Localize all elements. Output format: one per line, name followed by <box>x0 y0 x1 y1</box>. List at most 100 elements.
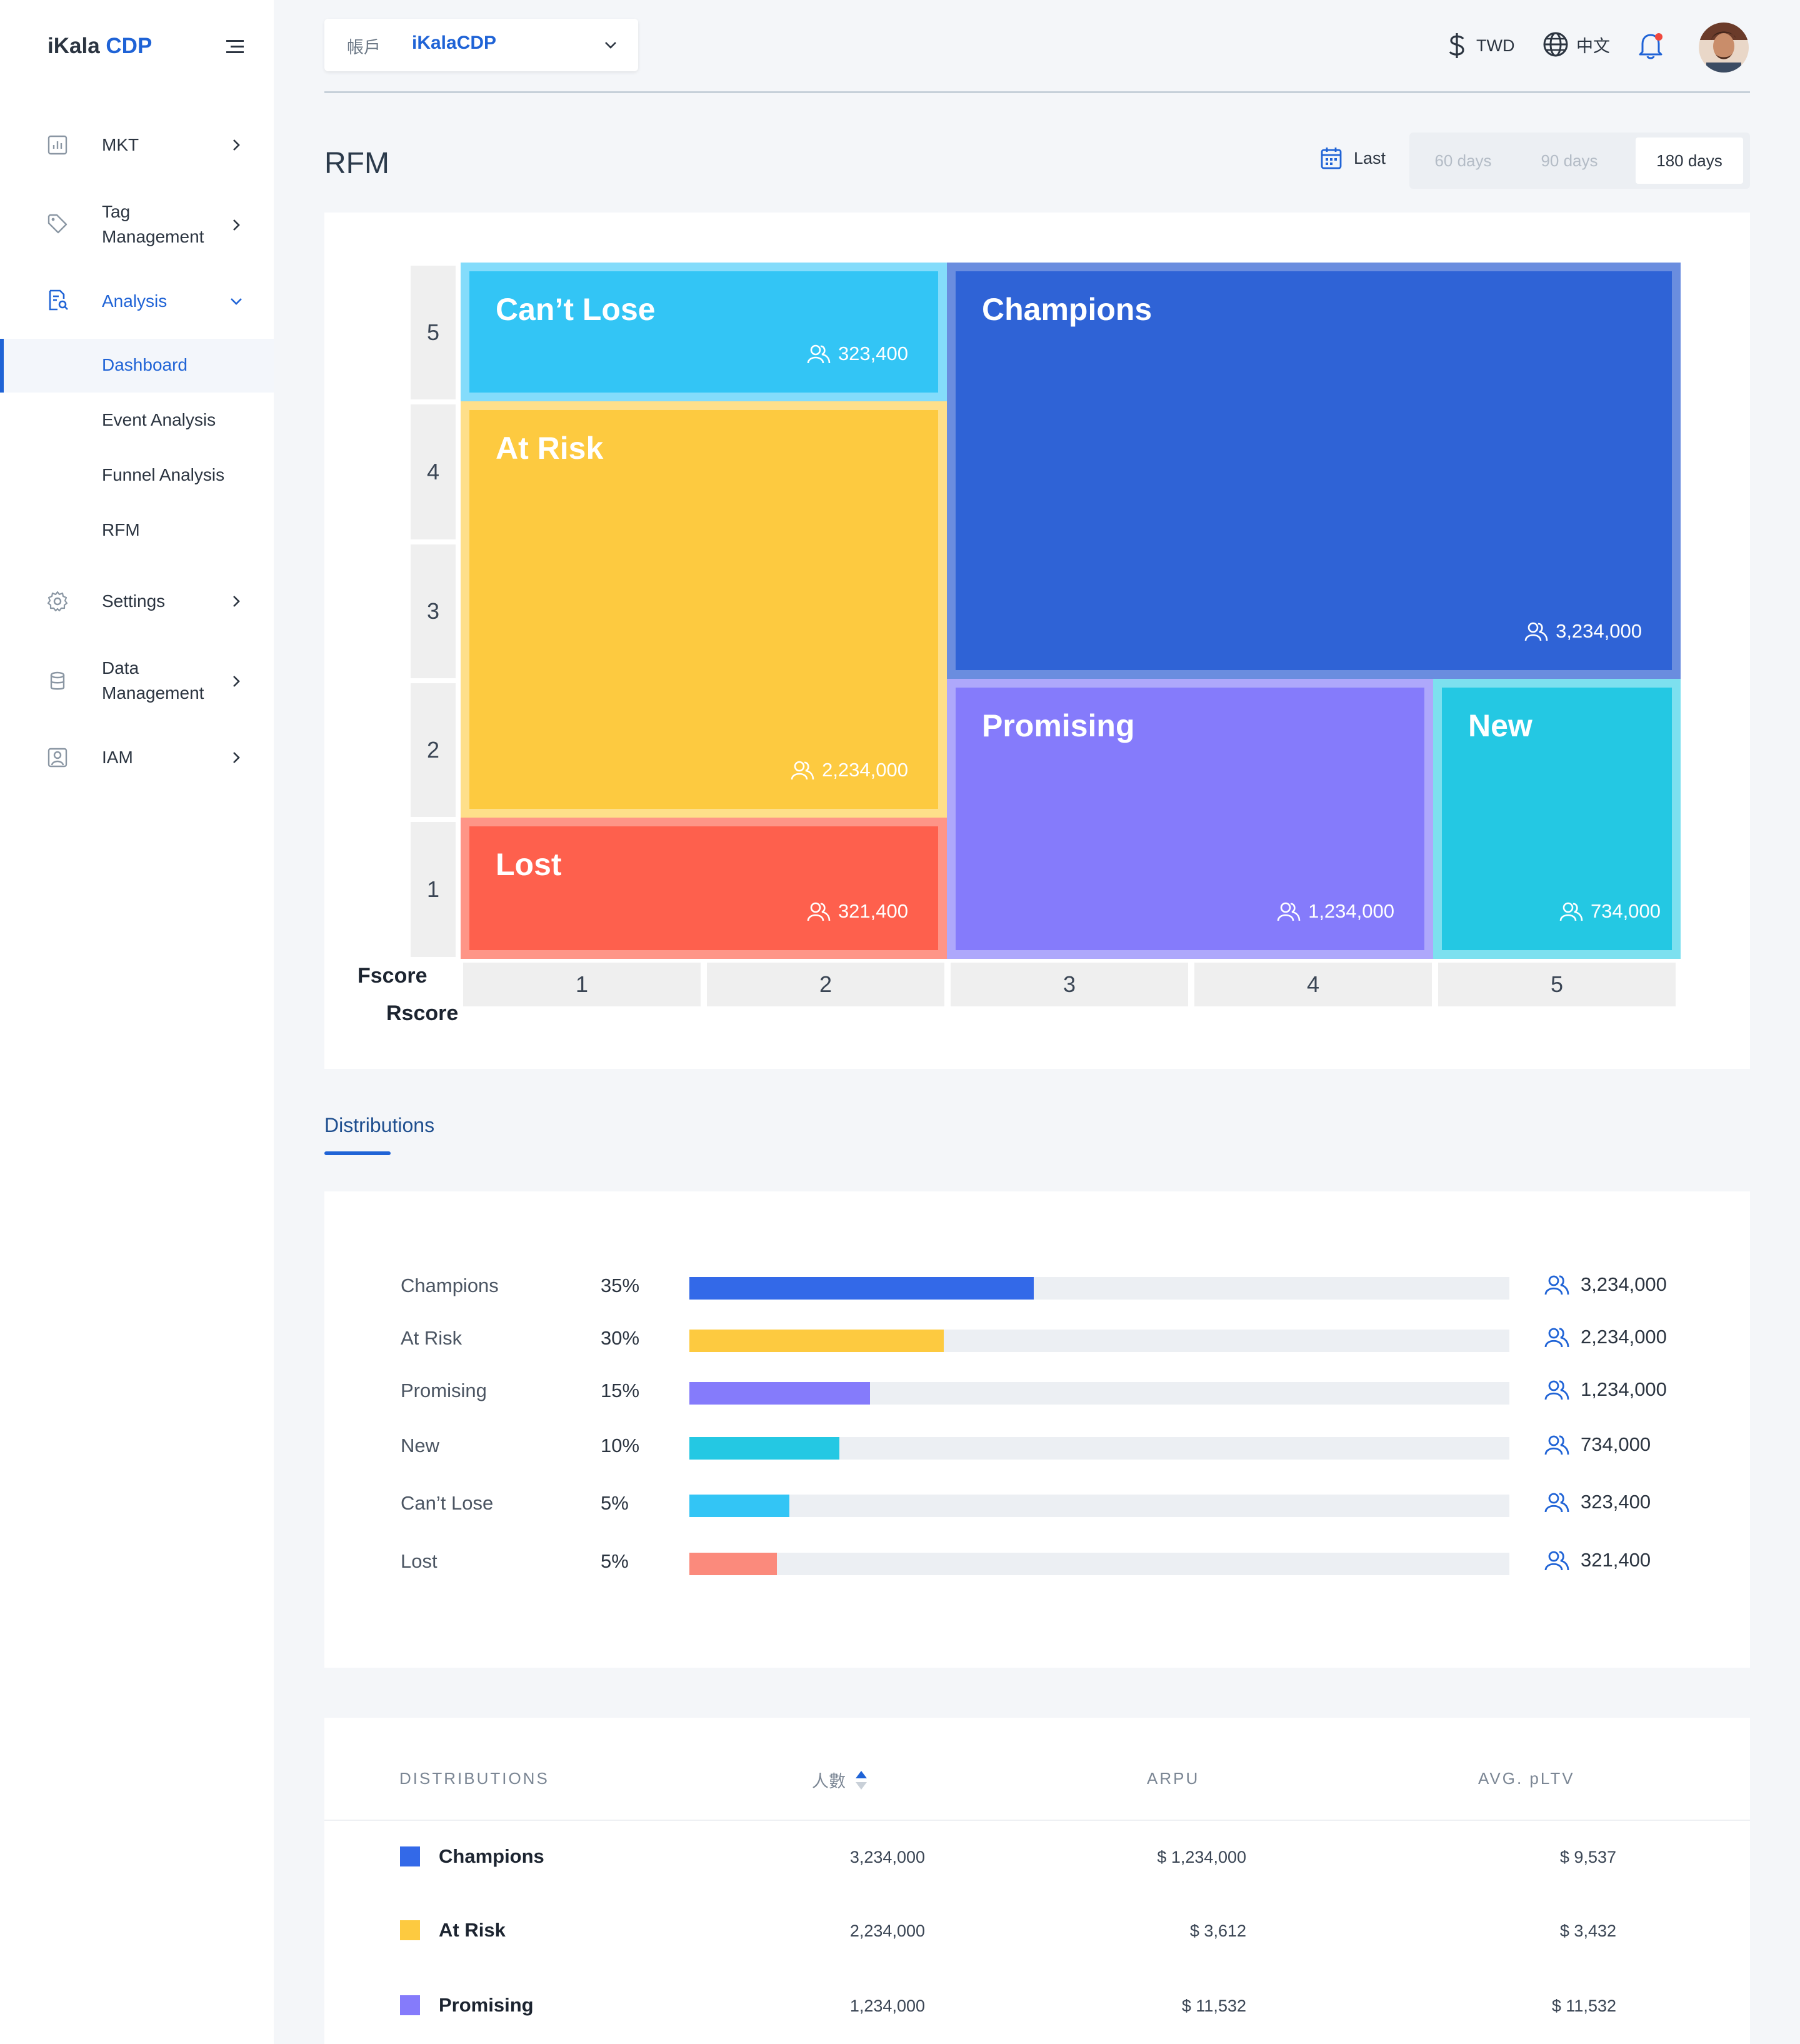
distribution-row: Can’t Lose 5% 323,400 <box>324 1488 1750 1520</box>
users-icon <box>1544 1380 1569 1400</box>
app-logo[interactable]: iKala CDP <box>48 34 152 59</box>
range-segmented-control: 60 days 90 days 180 days <box>1409 133 1750 189</box>
sidebar-item-iam[interactable]: IAM <box>0 738 274 778</box>
rscore-label-3: 3 <box>951 963 1188 1006</box>
chevron-right-icon <box>233 676 240 687</box>
column-header-arpu: ARPU <box>1147 1769 1200 1788</box>
sidebar-item-analysis[interactable]: Analysis <box>0 281 274 321</box>
sidebar-item-mkt[interactable]: MKT <box>0 125 274 165</box>
segment-name: Can’t Lose <box>496 292 656 327</box>
sidebar-item-tag-management[interactable]: Tag Management <box>0 194 274 256</box>
sidebar-subitem-dashboard[interactable]: Dashboard <box>0 339 274 393</box>
segment-at-risk[interactable]: At Risk 2,234,000 <box>461 401 947 818</box>
users-icon <box>1544 1328 1569 1348</box>
segment-count: 323,400 <box>807 343 908 365</box>
segment-promising[interactable]: Promising 1,234,000 <box>947 679 1433 959</box>
account-name: iKalaCDP <box>412 33 497 53</box>
segment-count: 734,000 <box>1559 900 1661 923</box>
distribution-count: 323,400 <box>1544 1491 1651 1513</box>
chevron-down-icon <box>605 42 616 49</box>
segment-lost[interactable]: Lost 321,400 <box>461 818 947 959</box>
fscore-label-3: 3 <box>411 544 456 678</box>
segment-count-value: 734,000 <box>1590 900 1661 922</box>
distribution-row: Lost 5% 321,400 <box>324 1546 1750 1578</box>
chevron-down-icon <box>231 298 242 305</box>
language-label: 中文 <box>1576 36 1610 56</box>
distribution-bar-fill <box>689 1495 790 1517</box>
segment-new[interactable]: New 734,000 <box>1433 679 1681 959</box>
table-cell-segment: Promising <box>439 1994 534 2016</box>
user-badge-icon <box>48 748 68 768</box>
column-header-people-label: 人數 <box>812 1772 846 1791</box>
tag-icon <box>48 214 68 234</box>
segment-fill: At Risk 2,234,000 <box>469 410 938 809</box>
distribution-percent: 35% <box>601 1275 640 1296</box>
sidebar-item-settings[interactable]: Settings <box>0 581 274 621</box>
distribution-bar-track <box>689 1382 1509 1405</box>
distribution-row: Promising 15% 1,234,000 <box>324 1376 1750 1407</box>
chevron-right-icon <box>233 596 240 607</box>
segment-fill: New 734,000 <box>1442 688 1672 950</box>
notification-bell-icon[interactable] <box>1638 31 1665 60</box>
sidebar-item-data-management[interactable]: Data Management <box>0 650 274 713</box>
sidebar-subitem-label: Funnel Analysis <box>102 465 225 484</box>
table-cell-people: 2,234,000 <box>849 1921 925 1940</box>
segment-count-value: 321,400 <box>838 900 908 922</box>
segment-count: 3,234,000 <box>1524 620 1642 643</box>
sidebar-subitem-funnel-analysis[interactable]: Funnel Analysis <box>0 449 274 503</box>
report-search-icon <box>49 289 68 311</box>
table-cell-arpu: $ 3,612 <box>1189 1921 1246 1940</box>
distribution-bar-track <box>689 1553 1509 1575</box>
sidebar-subitem-event-analysis[interactable]: Event Analysis <box>0 394 274 448</box>
range-option-90-days[interactable]: 90 days <box>1541 151 1598 170</box>
rscore-label-4: 4 <box>1194 963 1432 1006</box>
users-icon <box>1544 1493 1569 1513</box>
distribution-bar-track <box>689 1277 1509 1300</box>
range-option-60-days[interactable]: 60 days <box>1434 151 1492 170</box>
segment-cant-lose[interactable]: Can’t Lose 323,400 <box>461 263 947 401</box>
users-icon <box>1544 1275 1569 1295</box>
users-icon <box>807 902 831 921</box>
table-header-divider <box>324 1820 1750 1821</box>
users-icon <box>1559 902 1583 921</box>
date-range-label: Last <box>1320 146 1386 170</box>
account-label: 帳戶 <box>347 38 381 57</box>
user-avatar[interactable] <box>1698 21 1750 74</box>
distribution-bar-track <box>689 1330 1509 1352</box>
table-row[interactable]: Promising 1,234,000 $ 11,532 $ 11,532 <box>324 1985 1750 2023</box>
segment-champions[interactable]: Champions 3,234,000 <box>947 263 1681 679</box>
sidebar-subitem-label: Event Analysis <box>102 410 216 429</box>
language-selector[interactable]: 中文 <box>1542 31 1610 58</box>
distribution-percent: 30% <box>601 1327 640 1349</box>
table-cell-avg-pltv: $ 11,532 <box>1551 1996 1616 2015</box>
users-icon <box>1544 1435 1569 1455</box>
sidebar-subitem-label: RFM <box>102 520 140 539</box>
segment-color-swatch <box>400 1846 420 1866</box>
table-row[interactable]: At Risk 2,234,000 $ 3,612 $ 3,432 <box>324 1910 1750 1948</box>
distribution-table: DISTRIBUTIONS 人數 ARPU AVG. pLTV Champion… <box>324 1718 1750 2044</box>
sidebar-item-label: Data Management <box>102 658 204 703</box>
chevron-right-icon <box>233 139 240 151</box>
fscore-label-1: 1 <box>411 822 456 957</box>
active-indicator <box>0 339 4 393</box>
segment-name: Lost <box>496 847 562 882</box>
table-cell-arpu: $ 1,234,000 <box>1157 1848 1246 1866</box>
globe-icon <box>1543 32 1568 57</box>
fscore-label-5: 5 <box>411 266 456 399</box>
range-option-180-days[interactable]: 180 days <box>1636 138 1743 184</box>
table-cell-segment: At Risk <box>439 1919 506 1941</box>
account-selector[interactable]: 帳戶 iKalaCDP <box>324 19 638 71</box>
table-row[interactable]: Champions 3,234,000 $ 1,234,000 $ 9,537 <box>324 1836 1750 1874</box>
tab-distributions[interactable]: Distributions <box>324 1114 435 1136</box>
distribution-count: 1,234,000 <box>1544 1378 1667 1401</box>
distribution-count-value: 1,234,000 <box>1581 1378 1667 1400</box>
distribution-name: Promising <box>401 1380 487 1401</box>
column-header-people[interactable]: 人數 <box>812 1768 868 1792</box>
page-title: RFM <box>324 147 389 180</box>
segment-count: 1,234,000 <box>1277 900 1394 923</box>
menu-toggle-icon[interactable] <box>225 39 245 55</box>
sidebar-subitem-rfm[interactable]: RFM <box>0 504 274 558</box>
distribution-bar-fill <box>689 1553 778 1575</box>
table-cell-people: 1,234,000 <box>849 1996 925 2015</box>
currency-selector[interactable]: TWD <box>1446 31 1514 60</box>
